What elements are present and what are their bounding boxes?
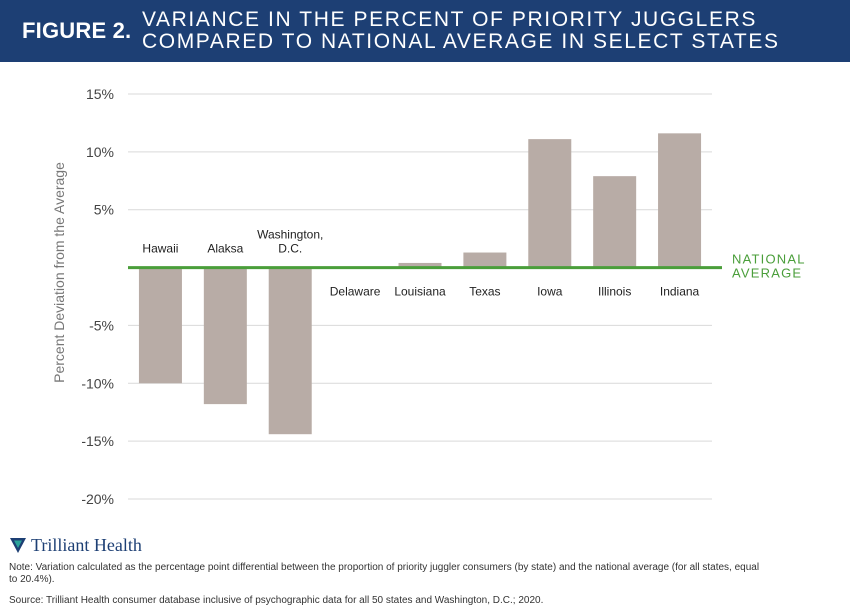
bar: [398, 262, 442, 268]
bar-chart: Hawaii Alaksa Washington, D.C. Delaware Louis…: [51, 86, 806, 507]
brand-logo: Trilliant Health: [9, 534, 142, 556]
brand-name: Trilliant Health: [31, 534, 142, 555]
figure-header: FIGURE 2. VARIANCE IN THE PERCENT OF PRI…: [0, 0, 850, 62]
y-tick-label: -20%: [81, 491, 114, 507]
bar: [138, 267, 182, 384]
figure-label: FIGURE 2.: [22, 18, 132, 43]
reference-line-label: NATIONAL AVERAGE: [732, 252, 806, 281]
y-axis-label: Percent Deviation from the Average: [51, 162, 67, 383]
y-axis-ticks: 15% 10% 5% -5% -10% -15% -20%: [81, 86, 114, 507]
category-label: Texas: [469, 285, 500, 299]
category-label: Illinois: [598, 285, 631, 299]
bar: [203, 267, 247, 405]
y-tick-label: -10%: [81, 375, 114, 391]
figure-title: VARIANCE IN THE PERCENT OF PRIORITY JUGG…: [142, 8, 780, 53]
footnote: Note: Variation calculated as the percen…: [9, 562, 760, 585]
bar: [658, 133, 702, 268]
national-average-line: NATIONAL AVERAGE: [128, 252, 806, 281]
y-tick-label: 15%: [86, 86, 114, 102]
category-label: Hawaii: [142, 242, 178, 256]
category-label: Indiana: [660, 285, 700, 299]
category-label: Louisiana: [394, 285, 446, 299]
bars: [138, 133, 702, 435]
y-tick-label: -5%: [89, 317, 114, 333]
category-label: Washington, D.C.: [257, 228, 323, 256]
category-label: Iowa: [537, 285, 563, 299]
category-label: Alaksa: [207, 242, 243, 256]
trillium-logo-icon: [10, 538, 26, 553]
bar: [463, 252, 507, 268]
y-tick-label: 5%: [94, 202, 114, 218]
category-label: Delaware: [330, 285, 381, 299]
bar: [593, 176, 637, 268]
category-labels: Hawaii Alaksa Washington, D.C. Delaware Louis…: [142, 228, 699, 299]
y-tick-label: -15%: [81, 433, 114, 449]
y-tick-label: 10%: [86, 144, 114, 160]
source-note: Source: Trilliant Health consumer databa…: [9, 595, 544, 606]
bar: [528, 139, 572, 268]
bar: [268, 267, 312, 435]
